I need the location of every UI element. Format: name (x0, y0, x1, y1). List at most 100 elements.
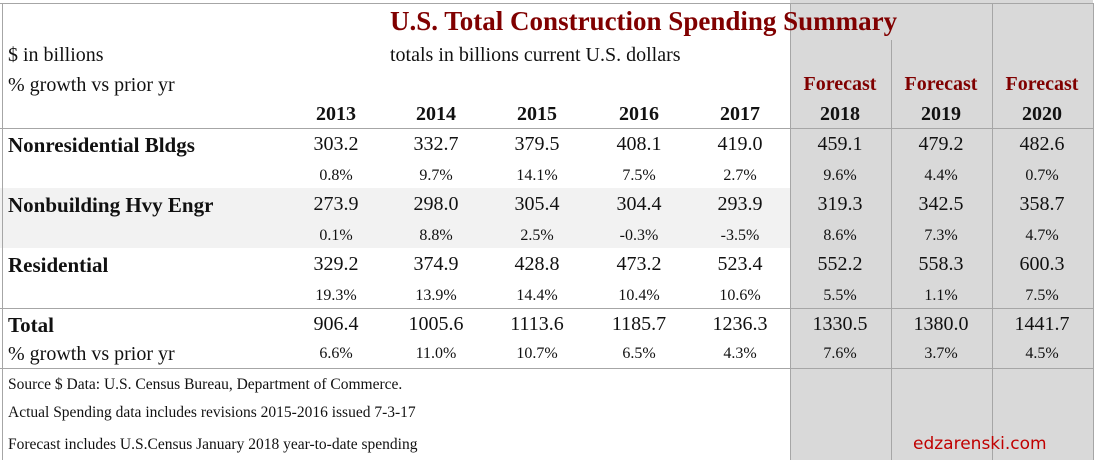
total-growth-cell: 7.6% (823, 345, 857, 362)
forecast-label: Forecast (1005, 73, 1079, 95)
notes-divider (0, 368, 1093, 369)
top-border (0, 3, 1093, 4)
row-band-shading (0, 188, 790, 248)
year-header-2015: 2015 (517, 103, 557, 125)
page-title: U.S. Total Construction Spending Summary (390, 6, 898, 36)
growth-cell: 8.8% (419, 227, 453, 244)
growth-cell: 7.5% (1025, 287, 1059, 304)
growth-cell: 7.5% (622, 167, 656, 184)
header-divider (0, 128, 1093, 129)
value-cell: 459.1 (817, 133, 863, 155)
total-growth-cell: 4.3% (723, 345, 757, 362)
forecast-label: Forecast (904, 73, 978, 95)
value-cell: 600.3 (1019, 253, 1065, 275)
value-cell: 482.6 (1019, 133, 1065, 155)
total-value-cell: 1236.3 (712, 313, 768, 335)
total-value-cell: 1113.6 (510, 313, 564, 335)
total-growth-label: % growth vs prior yr (8, 343, 175, 365)
growth-label: % growth vs prior yr (8, 74, 175, 96)
total-growth-cell: 6.6% (319, 345, 353, 362)
total-growth-cell: 6.5% (622, 345, 656, 362)
source-note: Source $ Data: U.S. Census Bureau, Depar… (8, 376, 403, 393)
growth-cell: 19.3% (315, 287, 357, 304)
value-cell: 374.9 (413, 253, 459, 275)
total-growth-cell: 10.7% (516, 345, 558, 362)
growth-cell: 4.4% (924, 167, 958, 184)
value-cell: 273.9 (313, 193, 359, 215)
value-cell: 358.7 (1019, 193, 1065, 215)
year-header-2013: 2013 (316, 103, 356, 125)
value-cell: 332.7 (413, 133, 459, 155)
growth-cell: 9.6% (823, 167, 857, 184)
subtitle: totals in billions current U.S. dollars (390, 44, 681, 66)
total-value-cell: 1330.5 (812, 313, 868, 335)
year-header-2014: 2014 (416, 103, 456, 125)
total-growth-cell: 4.5% (1025, 345, 1059, 362)
value-cell: 479.2 (918, 133, 964, 155)
growth-cell: 14.4% (516, 287, 558, 304)
total-value-cell: 1441.7 (1014, 313, 1070, 335)
growth-cell: 13.9% (415, 287, 457, 304)
growth-cell: 8.6% (823, 227, 857, 244)
total-value-cell: 1005.6 (408, 313, 464, 335)
growth-cell: 14.1% (516, 167, 558, 184)
row-label: Residential (8, 253, 109, 277)
row-label: Nonbuilding Hvy Engr (8, 193, 214, 217)
col-divider (891, 40, 892, 460)
total-value-cell: 906.4 (313, 313, 359, 335)
value-cell: 342.5 (918, 193, 964, 215)
year-header-2019: 2019 (921, 103, 961, 125)
brand-watermark: edzarenski.com (913, 434, 1047, 454)
year-header-2020: 2020 (1022, 103, 1062, 125)
growth-cell: 10.6% (719, 287, 761, 304)
growth-cell: 5.5% (823, 287, 857, 304)
growth-cell: 4.7% (1025, 227, 1059, 244)
revision-note: Actual Spending data includes revisions … (8, 404, 416, 421)
growth-cell: 2.5% (520, 227, 554, 244)
right-border (1093, 3, 1094, 460)
value-cell: 419.0 (717, 133, 763, 155)
col-divider (790, 3, 791, 460)
year-header-2016: 2016 (619, 103, 659, 125)
growth-cell: 2.7% (723, 167, 757, 184)
value-cell: 293.9 (717, 193, 763, 215)
value-cell: 298.0 (413, 193, 459, 215)
value-cell: 304.4 (616, 193, 662, 215)
growth-cell: -3.5% (720, 227, 760, 244)
row-label: Nonresidential Bldgs (8, 133, 195, 157)
growth-cell: -0.3% (619, 227, 659, 244)
value-cell: 552.2 (817, 253, 863, 275)
value-cell: 319.3 (817, 193, 863, 215)
total-label: Total (8, 313, 54, 337)
total-value-cell: 1185.7 (611, 313, 667, 335)
growth-cell: 0.7% (1025, 167, 1059, 184)
value-cell: 329.2 (313, 253, 359, 275)
growth-cell: 0.1% (319, 227, 353, 244)
value-cell: 428.8 (514, 253, 560, 275)
growth-cell: 0.8% (319, 167, 353, 184)
units-label: $ in billions (8, 44, 104, 66)
value-cell: 523.4 (717, 253, 763, 275)
growth-cell: 10.4% (618, 287, 660, 304)
growth-cell: 1.1% (924, 287, 958, 304)
value-cell: 408.1 (616, 133, 662, 155)
year-header-2017: 2017 (720, 103, 760, 125)
year-header-2018: 2018 (820, 103, 860, 125)
value-cell: 379.5 (514, 133, 560, 155)
growth-cell: 9.7% (419, 167, 453, 184)
value-cell: 303.2 (313, 133, 359, 155)
col-divider (992, 3, 993, 460)
forecast-shading (790, 0, 1093, 460)
total-value-cell: 1380.0 (913, 313, 969, 335)
total-growth-cell: 3.7% (924, 345, 958, 362)
value-cell: 473.2 (616, 253, 662, 275)
forecast-note: Forecast includes U.S.Census January 201… (8, 436, 418, 453)
forecast-label: Forecast (803, 73, 877, 95)
total-growth-cell: 11.0% (415, 345, 457, 362)
value-cell: 305.4 (514, 193, 560, 215)
total-divider (0, 308, 1093, 309)
left-border (2, 3, 3, 460)
value-cell: 558.3 (918, 253, 964, 275)
growth-cell: 7.3% (924, 227, 958, 244)
